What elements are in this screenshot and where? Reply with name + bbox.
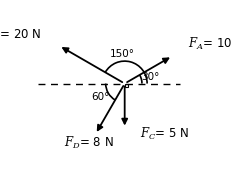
Text: $F_{B}$= 20 N: $F_{B}$= 20 N xyxy=(0,27,42,43)
Text: $F_{C}$= 5 N: $F_{C}$= 5 N xyxy=(140,126,190,142)
Text: 60°: 60° xyxy=(91,92,110,102)
Text: $F_{D}$= 8 N: $F_{D}$= 8 N xyxy=(64,135,113,151)
Text: $F_{A}$= 10 N: $F_{A}$= 10 N xyxy=(188,36,234,52)
Text: 150°: 150° xyxy=(110,49,135,59)
Bar xyxy=(125,84,128,87)
Text: 30°: 30° xyxy=(141,72,160,82)
